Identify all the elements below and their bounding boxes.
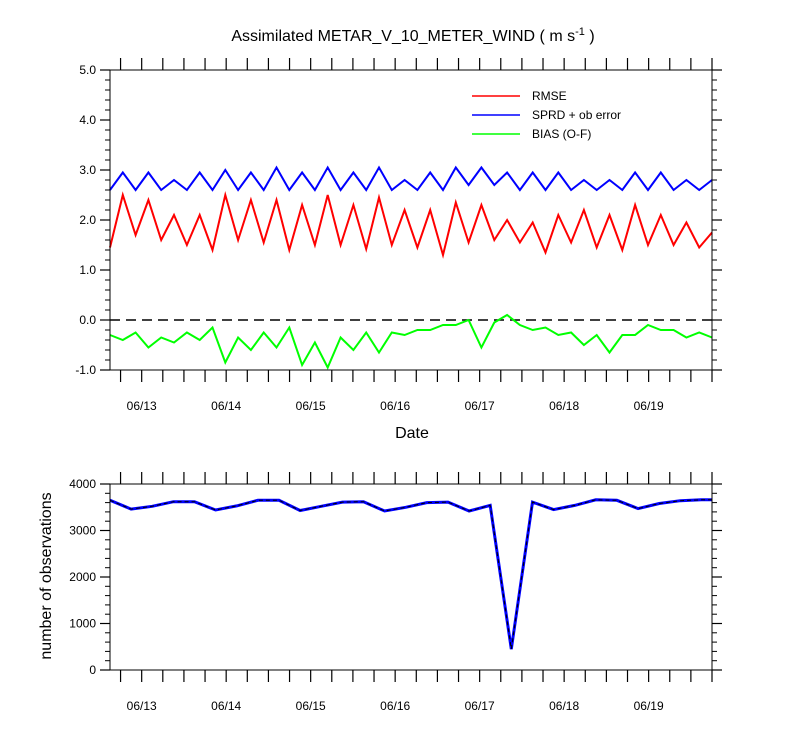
x-tick-label: 06/16: [380, 699, 410, 713]
y-tick-label: 3.0: [79, 163, 96, 177]
top-x-tick-labels: 06/13 06/14 06/15 06/16 06/17 06/18 06/19: [127, 399, 664, 413]
y-tick-label: 5.0: [79, 63, 96, 77]
x-tick-label: 06/18: [549, 699, 579, 713]
bottom-series-lines: [109, 498, 712, 650]
spread-line: [109, 165, 713, 192]
x-tick-label: 06/14: [211, 699, 241, 713]
y-tick-label: 1000: [69, 617, 96, 631]
y-tick-label: -1.0: [75, 363, 96, 377]
legend-label: BIAS (O-F): [532, 127, 591, 141]
bias-line: [109, 313, 713, 370]
chart-title: Assimilated METAR_V_10_METER_WIND ( m s-…: [231, 26, 594, 45]
x-tick-label: 06/17: [465, 699, 495, 713]
x-tick-label: 06/17: [465, 399, 495, 413]
y-tick-label: 3000: [69, 524, 96, 538]
x-tick-label: 06/19: [634, 399, 664, 413]
y-tick-label: 0: [89, 663, 96, 677]
y-tick-label: 4000: [69, 477, 96, 491]
bottom-x-tick-labels: 06/13 06/14 06/15 06/16 06/17 06/18 06/19: [127, 699, 664, 713]
y-tick-label: 1.0: [79, 263, 96, 277]
legend: RMSE SPRD + ob error BIAS (O-F): [472, 89, 621, 141]
y-tick-label: 2000: [69, 570, 96, 584]
x-tick-label: 06/13: [127, 399, 157, 413]
top-plot-frame: [109, 69, 713, 371]
rmse-spread-bias-chart: Assimilated METAR_V_10_METER_WIND ( m s-…: [75, 26, 722, 442]
bottom-axis-ticks: [100, 472, 722, 682]
top-y-tick-labels: -1.0 0.0 1.0 2.0 3.0 4.0 5.0: [75, 63, 96, 377]
x-tick-label: 06/14: [211, 399, 241, 413]
possible-obs-line: [109, 498, 712, 650]
x-tick-label: 06/15: [296, 399, 326, 413]
y-tick-label: 2.0: [79, 213, 96, 227]
x-tick-label: 06/19: [634, 699, 664, 713]
x-tick-label: 06/16: [380, 399, 410, 413]
y-tick-label: 4.0: [79, 113, 96, 127]
rmse-line: [109, 191, 713, 259]
bottom-plot-frame: [109, 483, 713, 671]
legend-label: SPRD + ob error: [532, 108, 621, 122]
top-series-lines: [109, 165, 713, 370]
x-tick-label: 06/15: [296, 699, 326, 713]
x-tick-label: 06/13: [127, 699, 157, 713]
y-tick-label: 0.0: [79, 313, 96, 327]
top-axis-ticks: [100, 58, 722, 382]
x-tick-label: 06/18: [549, 399, 579, 413]
assimilated-obs-line: [109, 499, 712, 650]
bottom-y-tick-labels: 0 1000 2000 3000 4000: [69, 477, 96, 677]
x-axis-title: Date: [395, 425, 429, 442]
y-axis-title: number of observations: [38, 492, 55, 659]
legend-label: RMSE: [532, 89, 567, 103]
